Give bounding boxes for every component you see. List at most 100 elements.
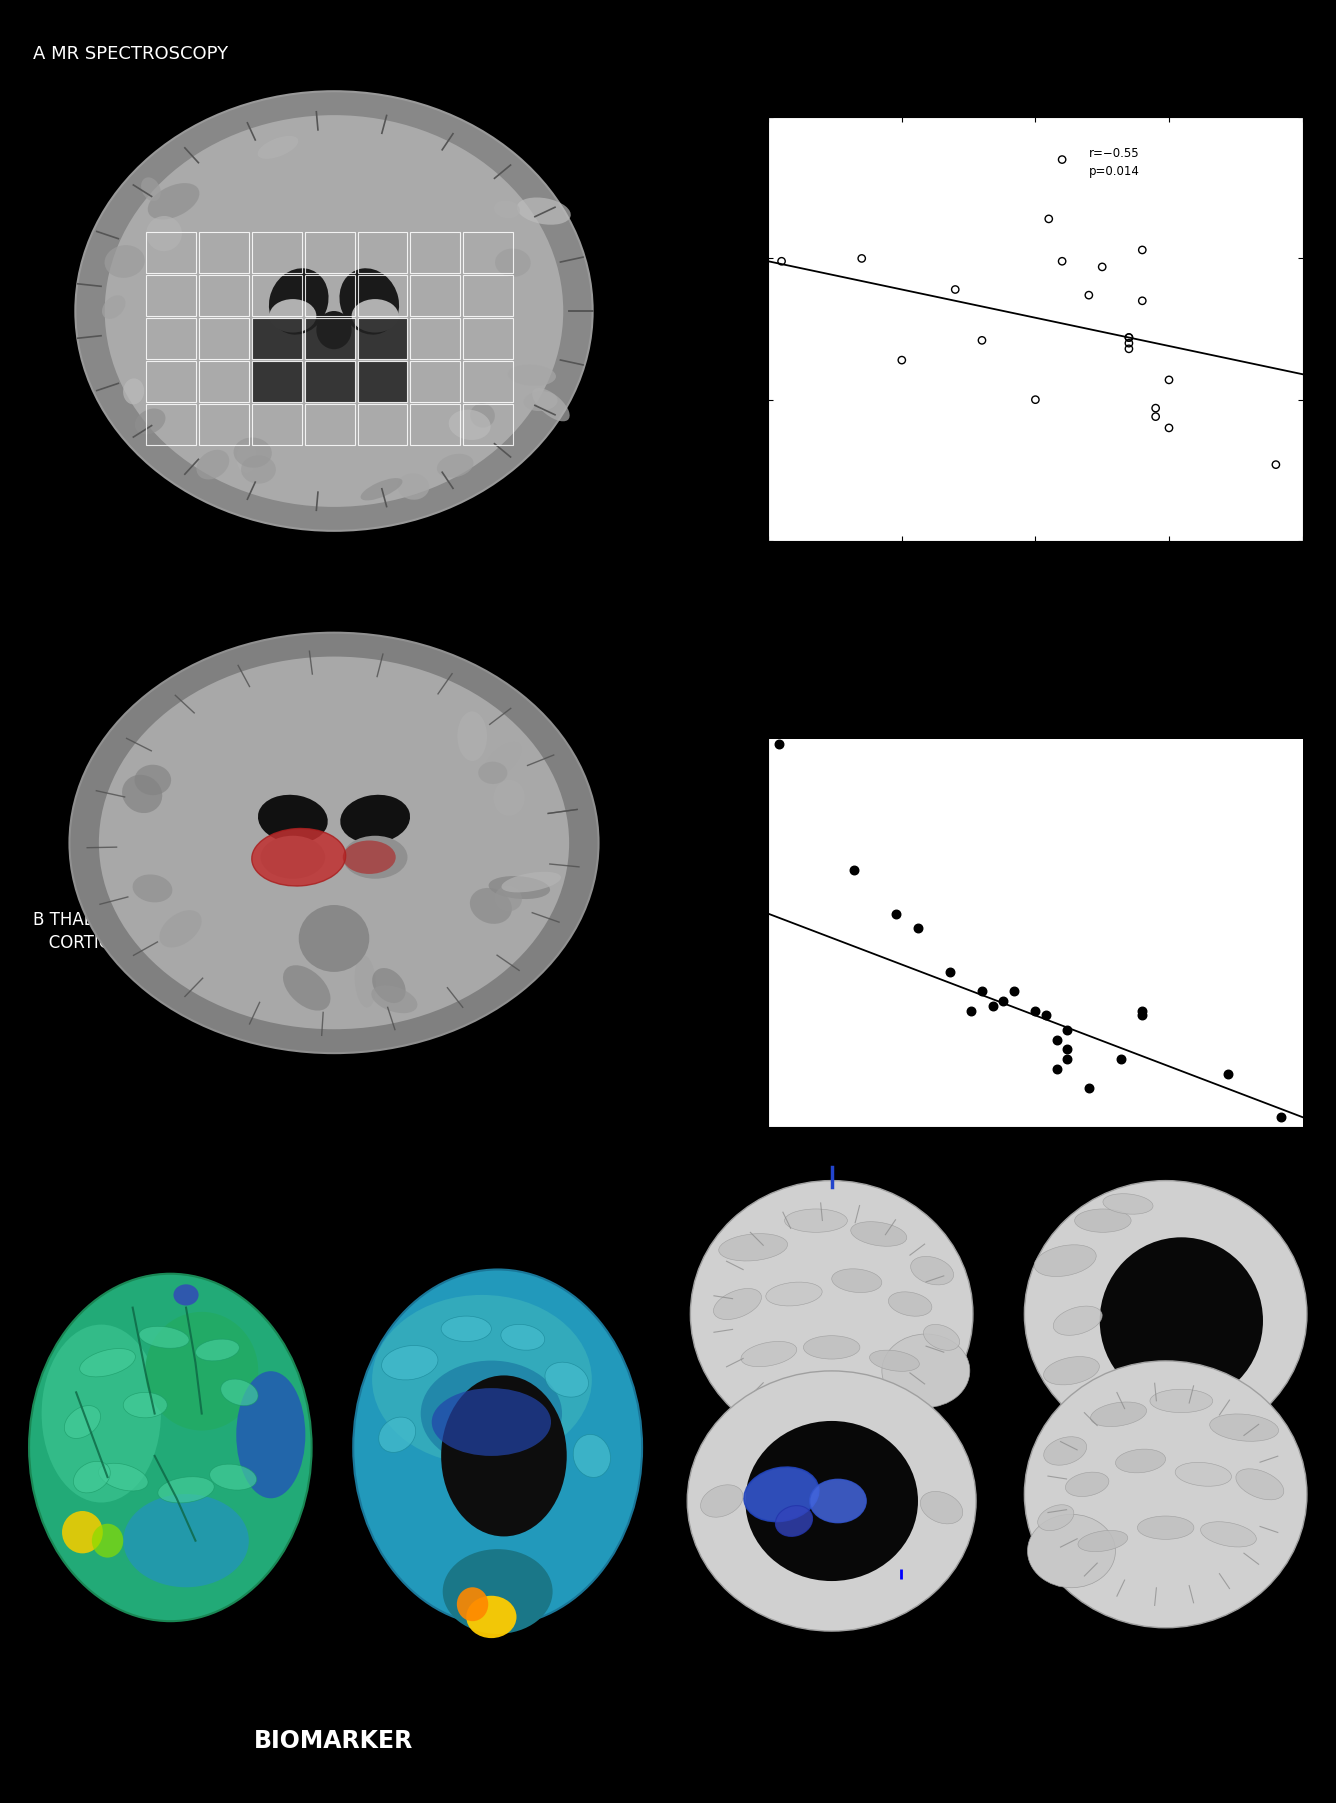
Point xyxy=(768,730,790,759)
Point xyxy=(886,900,907,929)
Ellipse shape xyxy=(496,249,530,278)
X-axis label: duration in years: duration in years xyxy=(977,1156,1094,1168)
Ellipse shape xyxy=(517,198,570,225)
Ellipse shape xyxy=(1034,1244,1097,1277)
Point xyxy=(971,326,993,355)
Ellipse shape xyxy=(123,1495,248,1587)
Point xyxy=(1057,1015,1078,1044)
Bar xyxy=(410,361,461,402)
Point xyxy=(1132,287,1153,316)
Ellipse shape xyxy=(317,310,351,350)
Ellipse shape xyxy=(236,1370,306,1498)
Point xyxy=(1046,1026,1067,1055)
Point xyxy=(907,914,929,943)
Point xyxy=(1038,204,1059,233)
Point xyxy=(1110,1044,1132,1073)
Point xyxy=(851,243,872,272)
Point xyxy=(1078,281,1100,310)
Point xyxy=(1265,451,1287,480)
Ellipse shape xyxy=(397,474,429,499)
Ellipse shape xyxy=(195,1340,239,1361)
Ellipse shape xyxy=(378,1417,415,1453)
Ellipse shape xyxy=(923,1325,959,1350)
Bar xyxy=(358,233,407,272)
Ellipse shape xyxy=(870,1350,919,1372)
Point xyxy=(993,986,1014,1015)
Bar xyxy=(251,361,302,402)
Point xyxy=(982,992,1003,1020)
Bar xyxy=(146,361,196,402)
Ellipse shape xyxy=(493,781,525,815)
Ellipse shape xyxy=(361,467,390,483)
Ellipse shape xyxy=(148,184,199,220)
Ellipse shape xyxy=(508,364,556,386)
Text: BERNHARDT (2009): BERNHARDT (2009) xyxy=(911,1644,1093,1662)
Ellipse shape xyxy=(1236,1469,1284,1500)
Ellipse shape xyxy=(41,1325,160,1502)
Ellipse shape xyxy=(104,115,564,507)
Ellipse shape xyxy=(545,1363,588,1397)
Bar xyxy=(251,317,302,359)
Ellipse shape xyxy=(1137,1516,1194,1540)
Ellipse shape xyxy=(1209,1414,1279,1441)
Ellipse shape xyxy=(365,838,397,876)
Ellipse shape xyxy=(803,1336,860,1359)
Ellipse shape xyxy=(104,245,144,278)
Y-axis label: NAA/Cr: NAA/Cr xyxy=(724,305,737,353)
Ellipse shape xyxy=(1078,1531,1128,1552)
Text: FINDING IN IGE: FINDING IN IGE xyxy=(902,1729,1102,1753)
Point xyxy=(771,247,792,276)
Ellipse shape xyxy=(700,1486,743,1516)
Point xyxy=(1057,1035,1078,1064)
Bar xyxy=(410,404,461,445)
Point xyxy=(1057,1044,1078,1073)
Ellipse shape xyxy=(371,1295,592,1464)
Text: BIOMARKER: BIOMARKER xyxy=(254,1729,414,1753)
X-axis label: Duration of epilepsy (years): Duration of epilepsy (years) xyxy=(938,564,1133,579)
Ellipse shape xyxy=(766,1282,822,1305)
Ellipse shape xyxy=(687,1370,977,1632)
Ellipse shape xyxy=(888,1291,933,1316)
Ellipse shape xyxy=(174,1284,199,1305)
Ellipse shape xyxy=(371,986,417,1013)
Ellipse shape xyxy=(484,741,521,779)
Ellipse shape xyxy=(351,299,398,332)
Bar xyxy=(358,404,407,445)
Ellipse shape xyxy=(258,135,298,159)
Bar xyxy=(251,276,302,316)
Ellipse shape xyxy=(713,1289,762,1320)
Ellipse shape xyxy=(75,92,593,530)
Ellipse shape xyxy=(489,876,550,900)
Point xyxy=(971,977,993,1006)
Ellipse shape xyxy=(494,885,522,911)
Ellipse shape xyxy=(784,1210,847,1231)
Bar xyxy=(358,276,407,316)
Ellipse shape xyxy=(299,905,369,972)
Point xyxy=(1158,366,1180,395)
Point xyxy=(1145,402,1166,431)
Ellipse shape xyxy=(573,1435,611,1477)
Bar xyxy=(305,233,354,272)
Point xyxy=(1118,334,1140,362)
Ellipse shape xyxy=(1201,1522,1256,1547)
Point xyxy=(1051,146,1073,175)
Ellipse shape xyxy=(1065,1471,1109,1496)
Bar xyxy=(199,276,248,316)
Ellipse shape xyxy=(744,1468,819,1522)
Bar xyxy=(464,361,513,402)
Ellipse shape xyxy=(1150,1390,1213,1412)
Ellipse shape xyxy=(494,200,520,218)
Ellipse shape xyxy=(283,965,330,1011)
Point xyxy=(1025,386,1046,415)
Point xyxy=(1132,236,1153,265)
Ellipse shape xyxy=(1100,1237,1263,1405)
Ellipse shape xyxy=(882,1334,970,1408)
Ellipse shape xyxy=(69,633,599,1053)
Ellipse shape xyxy=(921,1491,963,1524)
Ellipse shape xyxy=(102,296,126,319)
Ellipse shape xyxy=(135,764,171,795)
Point xyxy=(1051,247,1073,276)
Ellipse shape xyxy=(99,656,569,1030)
Ellipse shape xyxy=(775,1506,812,1536)
Bar xyxy=(464,233,513,272)
